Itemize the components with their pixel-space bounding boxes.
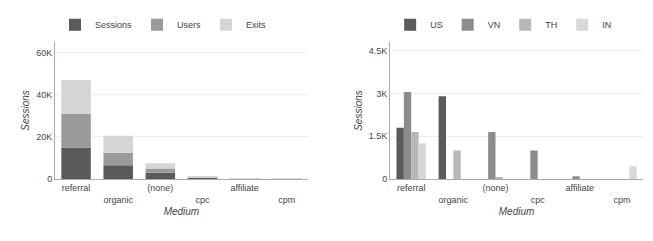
svg-text:cpm: cpm	[613, 195, 630, 205]
svg-text:VN: VN	[488, 20, 501, 30]
svg-text:Medium: Medium	[164, 206, 200, 217]
svg-text:TH: TH	[545, 20, 557, 30]
svg-text:(none): (none)	[147, 183, 173, 193]
svg-text:affiliate: affiliate	[566, 183, 594, 193]
svg-text:60K: 60K	[36, 48, 52, 58]
svg-text:3K: 3K	[376, 89, 387, 99]
svg-text:(none): (none)	[483, 183, 509, 193]
svg-text:cpm: cpm	[278, 195, 295, 205]
svg-text:Exits: Exits	[246, 20, 266, 30]
svg-text:US: US	[430, 20, 443, 30]
svg-text:cpc: cpc	[531, 195, 546, 205]
svg-text:organic: organic	[439, 195, 469, 205]
svg-text:Medium: Medium	[499, 206, 535, 217]
svg-text:organic: organic	[103, 195, 133, 205]
svg-text:referral: referral	[62, 183, 91, 193]
svg-text:20K: 20K	[36, 132, 52, 142]
svg-text:1.5K: 1.5K	[369, 131, 388, 141]
svg-text:Sessions: Sessions	[20, 90, 31, 131]
svg-text:affiliate: affiliate	[230, 183, 258, 193]
svg-text:IN: IN	[602, 20, 611, 30]
svg-text:0: 0	[382, 174, 387, 184]
svg-text:40K: 40K	[36, 90, 52, 100]
svg-text:referral: referral	[397, 183, 426, 193]
svg-text:4.5K: 4.5K	[369, 46, 388, 56]
svg-text:Sessions: Sessions	[95, 20, 132, 30]
svg-text:Users: Users	[177, 20, 201, 30]
svg-text:cpc: cpc	[195, 195, 210, 205]
svg-text:0: 0	[47, 174, 52, 184]
svg-text:Sessions: Sessions	[353, 90, 364, 131]
